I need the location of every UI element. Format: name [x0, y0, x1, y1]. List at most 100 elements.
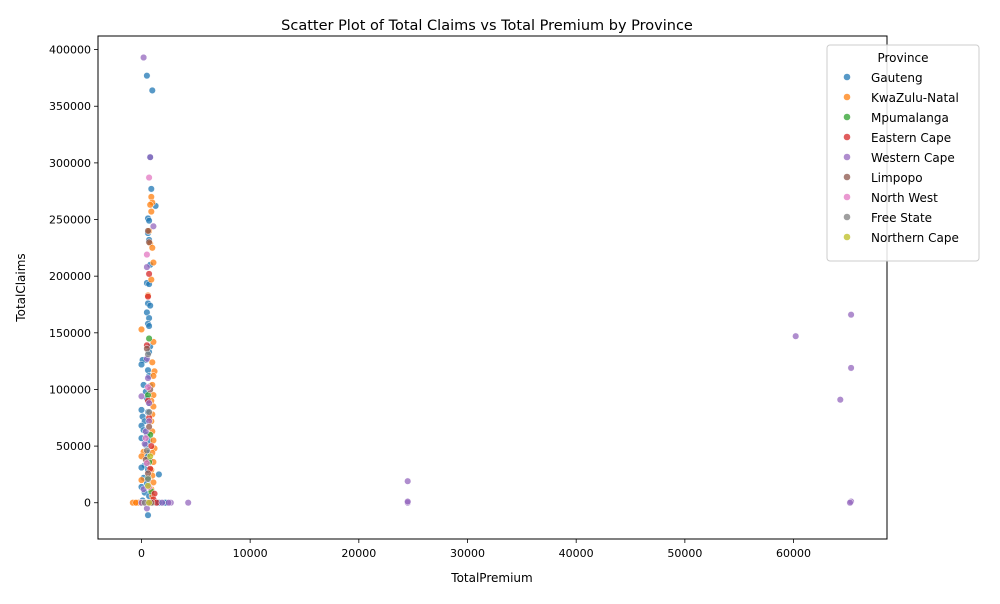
x-axis-label: TotalPremium [450, 571, 532, 585]
x-tick-label: 60000 [776, 547, 811, 560]
data-point-limpopo [144, 227, 152, 235]
data-point-free-state [143, 447, 151, 455]
data-point-kwazulu-natal [149, 259, 157, 267]
data-point-mpumalanga [145, 334, 153, 343]
legend-box [826, 44, 980, 262]
data-point-north-west [143, 251, 151, 259]
data-point-kwazulu-natal [137, 476, 146, 484]
data-point-gauteng [146, 302, 154, 310]
data-point-western-cape [404, 477, 412, 485]
legend-marker-north-west [843, 193, 851, 201]
data-point-kwazulu-natal [147, 208, 155, 216]
legend: Province Gauteng KwaZulu-Natal Mpumalanga E… [826, 44, 980, 262]
y-tick-label: 350000 [49, 100, 91, 113]
data-point-western-cape [184, 499, 192, 507]
data-point-northern-cape [145, 499, 153, 507]
data-point-north-west [145, 174, 153, 182]
legend-marker-kwazulu-natal [843, 93, 851, 101]
series-western-cape [137, 53, 855, 512]
data-point-gauteng [144, 511, 152, 519]
y-tick-label: 150000 [49, 327, 91, 340]
legend-marker-free-state [843, 213, 851, 221]
series-northern-cape [144, 452, 154, 507]
x-tick-label: 40000 [559, 547, 594, 560]
legend-label-eastern-cape: Eastern Cape [871, 131, 951, 145]
data-point-limpopo [145, 423, 153, 431]
legend-label-limpopo: Limpopo [871, 171, 923, 185]
y-tick-label: 400000 [49, 44, 91, 57]
data-point-kwazulu-natal [137, 325, 146, 333]
data-point-gauteng [155, 470, 163, 478]
data-point-north-west [143, 459, 151, 467]
legend-items: Gauteng KwaZulu-Natal Mpumalanga Eastern Ca… [843, 71, 959, 245]
data-point-western-cape [404, 498, 412, 506]
y-tick-label: 200000 [49, 270, 91, 283]
data-point-eastern-cape [144, 293, 152, 301]
data-point-free-state [144, 475, 152, 483]
x-tick-label: 30000 [450, 547, 485, 560]
y-tick-label: 300000 [49, 157, 91, 170]
legend-marker-northern-cape [843, 233, 851, 241]
data-point-gauteng [144, 366, 152, 374]
legend-label-western-cape: Western Cape [871, 151, 955, 165]
data-point-western-cape [145, 399, 153, 407]
data-point-western-cape [146, 153, 154, 161]
x-tick-label: 0 [138, 547, 145, 560]
data-point-kwazulu-natal [148, 358, 156, 366]
data-point-eastern-cape [145, 270, 153, 278]
data-point-gauteng [148, 86, 156, 94]
y-tick-label: 50000 [56, 440, 91, 453]
data-point-gauteng [137, 360, 146, 369]
y-axis-ticks: 0 50000 100000 150000 200000 250000 300000 3500… [49, 44, 98, 510]
data-point-western-cape [144, 374, 152, 382]
data-point-western-cape [149, 222, 157, 230]
x-tick-label: 20000 [341, 547, 376, 560]
data-point-western-cape [792, 332, 800, 340]
legend-marker-mpumalanga [843, 113, 851, 121]
data-point-gauteng [143, 72, 151, 80]
data-point-northern-cape [146, 452, 154, 460]
legend-label-mpumalanga: Mpumalanga [871, 111, 949, 125]
chart-title: Scatter Plot of Total Claims vs Total Pr… [281, 18, 693, 34]
data-point-north-west [144, 383, 152, 391]
data-point-western-cape [143, 263, 151, 271]
data-point-western-cape [846, 499, 854, 507]
data-point-gauteng [145, 322, 153, 330]
x-tick-label: 50000 [667, 547, 702, 560]
legend-marker-eastern-cape [843, 133, 851, 141]
data-point-western-cape [158, 499, 166, 507]
data-point-western-cape [847, 311, 855, 319]
data-point-western-cape [137, 392, 146, 400]
x-tick-label: 10000 [233, 547, 268, 560]
data-point-gauteng [145, 217, 153, 225]
data-point-free-state [145, 408, 153, 416]
y-tick-label: 0 [84, 497, 91, 510]
axes-frame [97, 35, 888, 540]
data-point-western-cape [165, 499, 173, 507]
data-point-free-state [144, 350, 152, 358]
legend-label-north-west: North West [871, 191, 938, 205]
data-point-kwazulu-natal [146, 201, 154, 209]
legend-label-free-state: Free State [871, 211, 932, 225]
data-point-gauteng [137, 406, 146, 414]
data-point-northern-cape [144, 482, 152, 490]
legend-label-kwazulu-natal: KwaZulu-Natal [871, 91, 959, 105]
data-point-north-west [142, 434, 150, 442]
y-axis-label: TotalClaims [14, 253, 28, 322]
legend-marker-limpopo [843, 173, 851, 181]
legend-label-northern-cape: Northern Cape [871, 231, 959, 245]
data-point-western-cape [836, 396, 844, 404]
legend-title: Province [877, 51, 928, 65]
y-tick-label: 250000 [49, 214, 91, 227]
data-point-gauteng [137, 464, 146, 472]
legend-label-gauteng: Gauteng [871, 71, 923, 85]
x-axis-ticks: 0 10000 20000 30000 40000 50000 60000 [138, 539, 811, 560]
data-point-western-cape [140, 53, 148, 62]
y-tick-label: 100000 [49, 383, 91, 396]
data-point-gauteng [147, 185, 155, 193]
data-point-gauteng [145, 314, 153, 322]
data-points-layer [129, 53, 855, 519]
data-point-kwazulu-natal [148, 244, 156, 252]
